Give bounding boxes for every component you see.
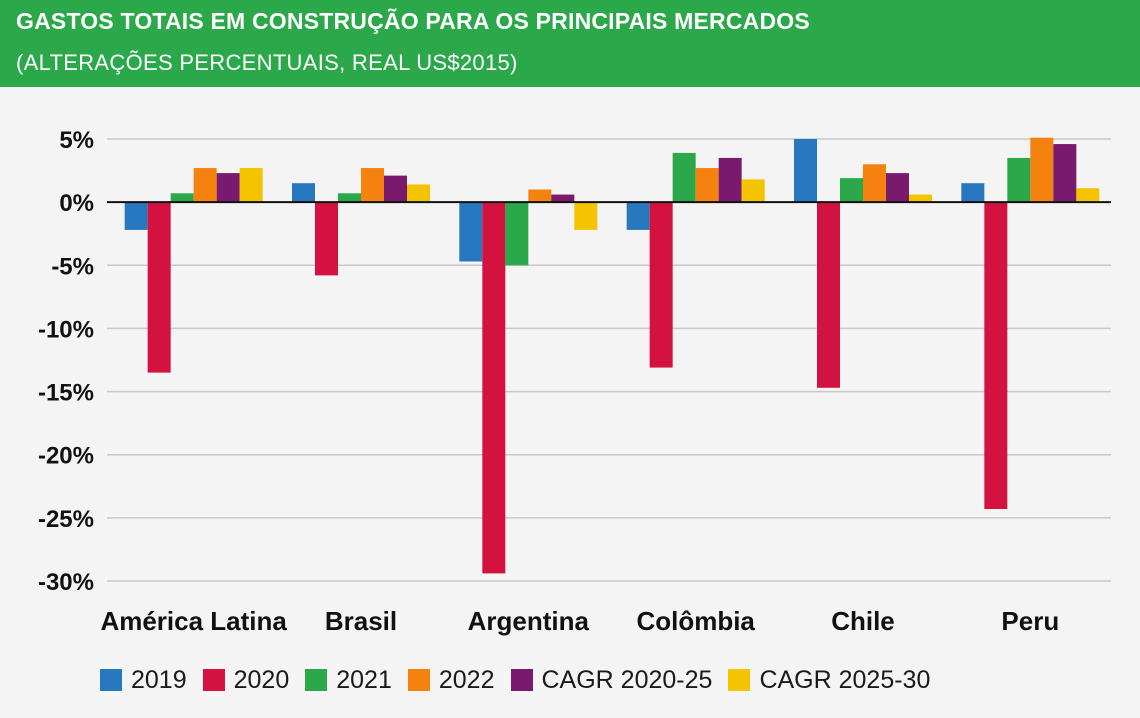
bar — [459, 202, 483, 262]
legend-item-2021: 2021 — [305, 666, 392, 695]
bar — [961, 183, 985, 203]
chart-header: GASTOS TOTAIS EM CONSTRUÇÃO PARA OS PRIN… — [0, 0, 1140, 87]
y-tick-label: -5% — [51, 253, 94, 280]
bar — [574, 202, 598, 230]
chart-area — [0, 87, 1140, 718]
bar — [147, 202, 171, 373]
bar — [292, 183, 315, 203]
x-tick-label: América Latina — [100, 606, 287, 636]
bar — [718, 157, 742, 203]
bar — [384, 175, 407, 203]
bar — [338, 193, 361, 203]
bar — [361, 168, 384, 203]
bar — [193, 168, 217, 203]
x-tick-label: Chile — [831, 606, 895, 636]
bar — [817, 202, 840, 388]
x-tick-label: Brasil — [325, 606, 397, 636]
y-tick-label: -20% — [38, 443, 94, 470]
bar — [407, 184, 430, 203]
bar — [239, 168, 263, 203]
legend-item-2019: 2019 — [100, 666, 187, 695]
y-tick-label: 0% — [59, 190, 94, 217]
legend-swatch — [510, 669, 533, 691]
legend-swatch — [202, 669, 225, 691]
bar — [1076, 188, 1100, 203]
legend-label: 2020 — [233, 665, 290, 694]
y-tick-label: -25% — [38, 506, 94, 533]
legend-label: 2022 — [438, 665, 495, 694]
x-tick-label: Colômbia — [636, 606, 755, 636]
bar — [1030, 137, 1054, 203]
y-tick-label: -10% — [38, 316, 94, 343]
bar — [840, 178, 863, 203]
bar — [1053, 144, 1077, 203]
chart-subtitle: (ALTERAÇÕES PERCENTUAIS, REAL US$2015) — [16, 50, 518, 75]
legend-item-2022: 2022 — [407, 665, 495, 695]
chart-title: GASTOS TOTAIS EM CONSTRUÇÃO PARA OS PRIN… — [16, 8, 810, 34]
bar — [984, 202, 1008, 510]
x-tick-label: Argentina — [468, 606, 590, 636]
bar — [909, 194, 932, 203]
y-tick-label: -30% — [38, 569, 94, 596]
bar — [505, 202, 529, 266]
bar — [741, 179, 765, 203]
bar — [216, 173, 240, 203]
bar — [794, 139, 817, 203]
x-tick-label: Peru — [1001, 606, 1059, 636]
legend-item-2020: 2020 — [202, 665, 290, 695]
legend-label: CAGR 2025-30 — [759, 665, 931, 694]
bar — [551, 194, 575, 203]
legend-swatch — [100, 669, 122, 691]
bar — [1007, 157, 1031, 203]
legend-item-cagr-2025-30: CAGR 2025-30 — [728, 666, 930, 695]
legend-label: 2021 — [336, 665, 392, 694]
bar — [528, 189, 552, 203]
y-tick-label: -15% — [38, 380, 94, 407]
bar — [124, 202, 148, 230]
bar — [695, 168, 719, 203]
bar — [626, 202, 650, 230]
bar — [482, 202, 506, 574]
legend-item-cagr-2020-25: CAGR 2020-25 — [510, 665, 713, 695]
bar — [886, 173, 909, 203]
legend-swatch — [407, 669, 430, 691]
bar — [649, 202, 673, 368]
legend-label: CAGR 2020-25 — [541, 665, 713, 694]
bar — [315, 202, 338, 276]
legend-swatch — [305, 669, 328, 691]
legend: 2019 2020 2021 2022 CAGR 2020-25 CAGR 20… — [100, 663, 946, 697]
bar — [863, 164, 886, 203]
bar — [170, 193, 194, 203]
legend-label: 2019 — [131, 665, 187, 694]
bar — [672, 152, 696, 203]
legend-swatch — [728, 669, 751, 691]
y-tick-label: 5% — [59, 127, 94, 154]
